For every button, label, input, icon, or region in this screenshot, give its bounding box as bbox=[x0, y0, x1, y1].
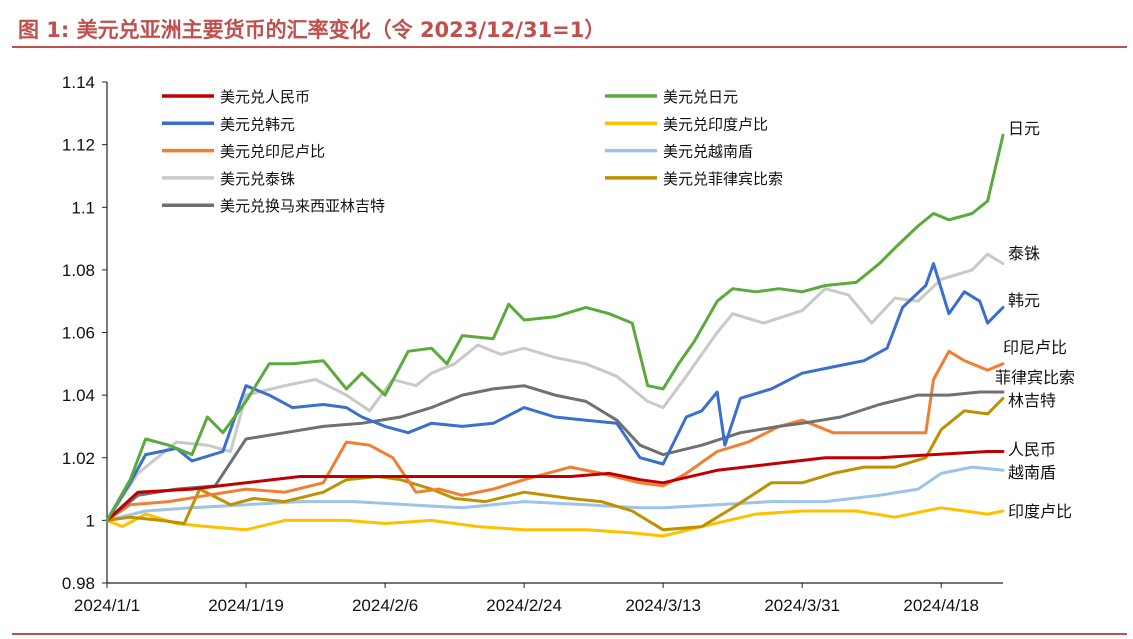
chart-axes: 0.98 1 1.02 1.04 1.06 1.08 1.1 1.12 1.14 2024/1/1… bbox=[62, 73, 1003, 615]
series-end-label: 菲律宾比索 bbox=[995, 368, 1075, 387]
legend-entry: 美元兑日元 bbox=[663, 88, 738, 106]
y-tick-label: 1.04 bbox=[62, 386, 95, 405]
series-end-label: 印尼卢比 bbox=[1003, 338, 1067, 357]
y-tick-label: 0.98 bbox=[62, 574, 95, 593]
x-tick-label: 2024/3/31 bbox=[764, 596, 840, 615]
legend-entry: 美元兑越南盾 bbox=[663, 143, 753, 161]
y-tick-label: 1 bbox=[86, 511, 95, 530]
figure-title: 图 1: 美元兑亚洲主要货币的汇率变化（令 2023/12/31=1） bbox=[18, 18, 606, 42]
y-tick-label: 1.12 bbox=[62, 136, 95, 155]
chart-series-lines bbox=[105, 133, 1005, 538]
x-tick-label: 2024/1/19 bbox=[208, 596, 284, 615]
y-tick-label: 1.1 bbox=[71, 198, 95, 217]
legend-entry: 美元兑泰铢 bbox=[220, 170, 295, 188]
series-line bbox=[105, 384, 1005, 522]
series-end-label: 泰铢 bbox=[1008, 244, 1040, 263]
legend-entry: 美元兑韩元 bbox=[220, 115, 295, 133]
y-tick-label: 1.08 bbox=[62, 261, 95, 280]
series-end-label: 日元 bbox=[1008, 119, 1040, 138]
x-tick-label: 2024/2/6 bbox=[352, 596, 418, 615]
series-line bbox=[105, 396, 1005, 532]
legend-entry: 美元兑换马来西亚林吉特 bbox=[220, 197, 385, 215]
series-line bbox=[105, 133, 1005, 522]
legend-entry: 美元兑印度卢比 bbox=[663, 115, 768, 133]
bottom-rule bbox=[12, 633, 1127, 635]
legend-entry: 美元兑菲律宾比索 bbox=[663, 170, 783, 188]
series-end-label: 林吉特 bbox=[1008, 391, 1056, 410]
series-end-label: 印度卢比 bbox=[1008, 502, 1072, 521]
legend-entry: 美元兑人民币 bbox=[220, 88, 310, 106]
y-tick-label: 1.06 bbox=[62, 324, 95, 343]
series-end-label: 人民币 bbox=[1008, 440, 1056, 459]
x-tick-label: 2024/2/24 bbox=[486, 596, 562, 615]
x-tick-label: 2024/4/18 bbox=[903, 596, 979, 615]
series-line bbox=[105, 450, 1005, 522]
series-end-label: 越南盾 bbox=[1008, 463, 1056, 482]
series-end-label: 韩元 bbox=[1008, 291, 1040, 310]
x-tick-label: 2024/3/13 bbox=[625, 596, 701, 615]
y-tick-label: 1.02 bbox=[62, 449, 95, 468]
y-tick-label: 1.14 bbox=[62, 73, 95, 92]
series-line bbox=[105, 252, 1005, 522]
legend-entry: 美元兑印尼卢比 bbox=[220, 143, 325, 161]
title-rule bbox=[12, 46, 1127, 48]
series-line bbox=[105, 506, 1005, 538]
series-line bbox=[105, 262, 1005, 522]
x-tick-label: 2024/1/1 bbox=[74, 596, 140, 615]
